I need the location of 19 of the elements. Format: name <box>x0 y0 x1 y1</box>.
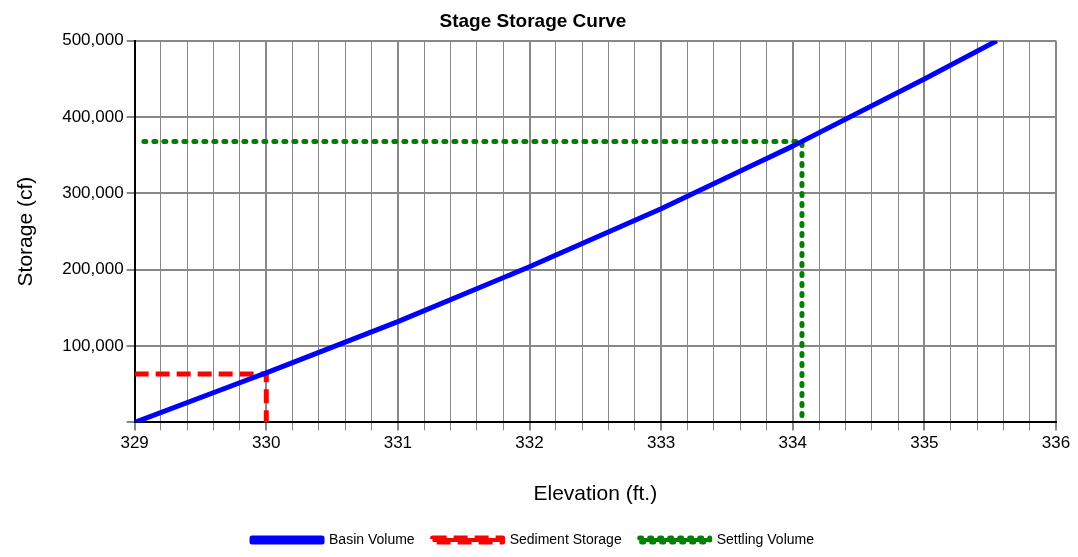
x-tick-label: 334 <box>778 433 807 453</box>
chart-title: Stage Storage Curve <box>439 9 627 31</box>
x-tick-label: 333 <box>646 433 676 453</box>
y-tick-label: 500,000 <box>62 30 124 50</box>
legend-label: Settling Volume <box>716 530 815 547</box>
y-tick-label: 300,000 <box>62 183 124 203</box>
y-axis-title: Storage (cf) <box>13 176 37 287</box>
x-tick-label: 329 <box>120 433 149 453</box>
legend-label: Sediment Storage <box>509 530 622 547</box>
legend-label: Basin Volume <box>329 530 415 547</box>
x-tick-label: 332 <box>515 433 544 453</box>
x-tick-label: 335 <box>910 433 939 453</box>
y-tick-label: 200,000 <box>62 259 124 279</box>
y-tick-label: 400,000 <box>62 106 124 126</box>
y-tick-label: 100,000 <box>62 335 124 355</box>
x-tick-label: 336 <box>1041 433 1071 453</box>
x-tick-label: 330 <box>252 433 281 453</box>
x-tick-label: 331 <box>383 433 413 453</box>
x-axis-title: Elevation (ft.) <box>533 481 658 505</box>
